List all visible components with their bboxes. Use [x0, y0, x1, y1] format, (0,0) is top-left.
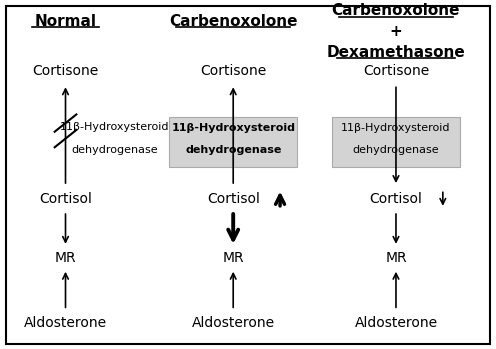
Text: Cortisone: Cortisone: [200, 64, 266, 78]
Text: MR: MR: [55, 251, 76, 265]
Text: Normal: Normal: [35, 14, 97, 29]
Text: Cortisol: Cortisol: [207, 192, 259, 206]
Text: Carbenoxolone: Carbenoxolone: [169, 14, 298, 29]
Text: +: +: [389, 24, 402, 39]
FancyBboxPatch shape: [169, 117, 297, 167]
Text: MR: MR: [222, 251, 244, 265]
Text: Cortisone: Cortisone: [32, 64, 99, 78]
Text: dehydrogenase: dehydrogenase: [185, 145, 281, 155]
FancyBboxPatch shape: [6, 6, 490, 344]
Text: Dexamethasone: Dexamethasone: [326, 45, 465, 60]
Text: Aldosterone: Aldosterone: [191, 317, 275, 331]
Text: MR: MR: [385, 251, 407, 265]
FancyBboxPatch shape: [332, 117, 460, 167]
Text: 11β-Hydroxysteroid: 11β-Hydroxysteroid: [60, 121, 170, 132]
Text: Cortisol: Cortisol: [370, 192, 423, 206]
Text: Aldosterone: Aldosterone: [24, 317, 107, 331]
Text: Cortisol: Cortisol: [39, 192, 92, 206]
Text: dehydrogenase: dehydrogenase: [353, 145, 439, 155]
Text: 11β-Hydroxysteroid: 11β-Hydroxysteroid: [341, 123, 451, 133]
Text: Carbenoxolone: Carbenoxolone: [332, 3, 460, 18]
Text: dehydrogenase: dehydrogenase: [71, 145, 158, 155]
Text: Cortisone: Cortisone: [363, 64, 429, 78]
Text: 11β-Hydroxysteroid: 11β-Hydroxysteroid: [171, 123, 295, 133]
Text: Aldosterone: Aldosterone: [355, 317, 437, 331]
